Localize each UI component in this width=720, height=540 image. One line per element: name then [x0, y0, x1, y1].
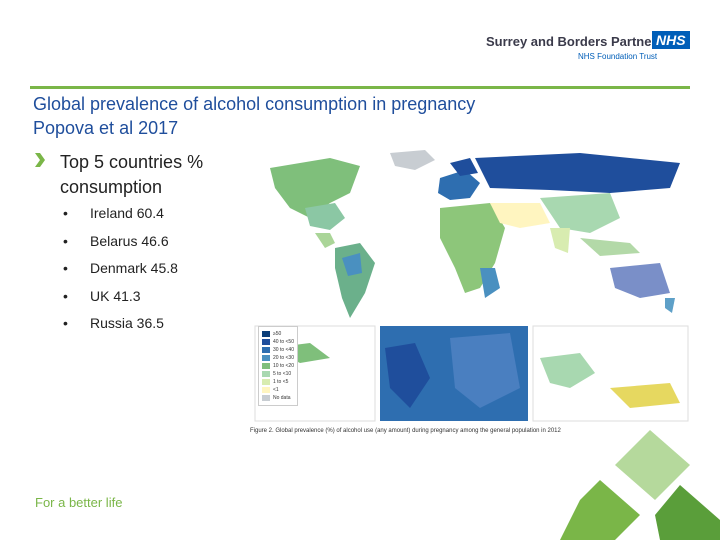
- organisation: Surrey and Borders Partnership: [486, 34, 684, 49]
- divider: [30, 86, 690, 89]
- heading: Top 5 countries % consumption: [60, 152, 204, 197]
- bullet-dot: •: [63, 287, 68, 304]
- map-caption: Figure 2. Global prevalence (%) of alcoh…: [250, 428, 561, 434]
- bullet-text: Ireland 60.4: [90, 205, 164, 221]
- title-line: Popova et al 2017: [33, 118, 179, 138]
- nhs-badge: NHS: [652, 31, 690, 49]
- legend-swatch: [262, 331, 270, 337]
- legend-label: ≥50: [273, 331, 282, 337]
- bullet-dot: •: [63, 315, 68, 331]
- legend-swatch: [262, 371, 270, 377]
- legend-swatch: [262, 347, 270, 353]
- trust-name: NHS Foundation Trust: [578, 52, 658, 61]
- legend-label: 30 to <40: [273, 347, 294, 353]
- bullet-dot: •: [63, 260, 68, 276]
- legend-swatch: [262, 379, 270, 385]
- chevron: [35, 153, 45, 167]
- title: Global prevalence of alcohol consumption…: [33, 92, 475, 140]
- legend-swatch: [262, 395, 270, 401]
- bullet-text: UK 41.3: [90, 287, 141, 304]
- legend-label: 5 to <10: [273, 371, 292, 377]
- bullet-dot: •: [63, 232, 68, 249]
- legend-item: 20 to <30: [262, 354, 294, 362]
- title-line: Global prevalence of alcohol consumption…: [33, 94, 476, 114]
- bullet-dot: •: [63, 205, 68, 221]
- map-legend: ≥50 40 to <50 30 to <40 20 to <30 10 to <20 5…: [258, 326, 298, 406]
- legend-item: 40 to <50: [262, 338, 294, 346]
- legend-label: No data: [273, 395, 291, 401]
- bullet-text: Russia 36.5: [90, 315, 164, 331]
- legend-item: No data: [262, 394, 294, 402]
- legend-label: 1 to <5: [273, 379, 289, 385]
- legend-swatch: [262, 387, 270, 393]
- legend-swatch: [262, 363, 270, 369]
- map: [250, 148, 690, 422]
- legend-label: 10 to <20: [273, 363, 294, 369]
- legend-item: 10 to <20: [262, 362, 294, 370]
- legend-label: 20 to <30: [273, 355, 294, 361]
- legend-swatch: [262, 339, 270, 345]
- legend-swatch: [262, 355, 270, 361]
- legend-item: ≥50: [262, 330, 294, 338]
- footer-slogan: For a better life: [35, 495, 123, 510]
- legend-item: <1: [262, 386, 294, 394]
- legend-item: 30 to <40: [262, 346, 294, 354]
- legend-label: <1: [273, 387, 279, 393]
- legend-item: 1 to <5: [262, 378, 294, 386]
- bullet-text: Belarus 46.6: [90, 232, 169, 249]
- legend-label: 40 to <50: [273, 339, 294, 345]
- decoration: [560, 430, 720, 540]
- bullet-text: Denmark 45.8: [90, 260, 178, 276]
- legend-item: 5 to <10: [262, 370, 294, 378]
